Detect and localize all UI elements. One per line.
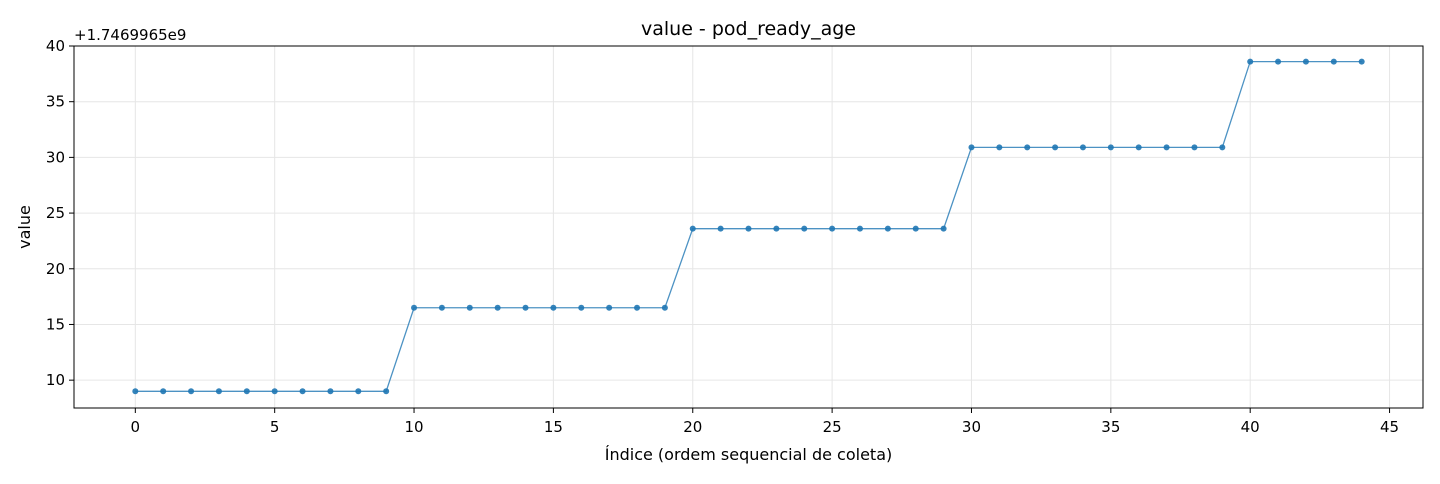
data-point [912,225,919,232]
data-point [550,304,557,311]
tick-layer: 0 5 10 15 20 25 30 35 40 45 10 15 20 25 30 35 40 [46,37,1399,436]
data-point [1275,58,1282,65]
x-tick-label: 25 [823,418,842,436]
y-tick-label: 40 [46,37,65,55]
y-tick-label: 25 [46,204,65,222]
chart-title: value - pod_ready_age [641,18,856,40]
data-point [160,388,167,395]
data-point [1135,144,1142,151]
x-tick-label: 35 [1101,418,1120,436]
plot-frame [73,45,1424,409]
data-point [1079,144,1086,151]
data-point [829,225,836,232]
x-tick-label: 45 [1380,418,1399,436]
data-point [661,304,668,311]
data-point [717,225,724,232]
data-point [1219,144,1226,151]
data-point [606,304,613,311]
y-tick-label: 10 [46,371,65,389]
data-point [327,388,334,395]
data-point [801,225,808,232]
data-point [438,304,445,311]
data-point [132,388,139,395]
x-axis-label: Índice (ordem sequencial de coleta) [605,445,893,464]
data-point [355,388,362,395]
data-point [773,225,780,232]
data-point [243,388,250,395]
data-point [299,388,306,395]
data-point [1330,58,1337,65]
data-point [1191,144,1198,151]
data-point [856,225,863,232]
data-layer [132,58,1365,395]
y-tick-label: 30 [46,148,65,166]
data-point [634,304,641,311]
data-point [1052,144,1059,151]
x-tick-label: 20 [683,418,702,436]
data-point [494,304,501,311]
data-point [940,225,947,232]
data-point [884,225,891,232]
x-tick-label: 30 [962,418,981,436]
x-tick-label: 15 [544,418,563,436]
data-point [188,388,195,395]
data-point [215,388,222,395]
data-point [1107,144,1114,151]
data-point [383,388,390,395]
data-point [1163,144,1170,151]
y-tick-label: 35 [46,93,65,111]
data-point [1247,58,1254,65]
y-offset-label: +1.7469965e9 [74,26,186,44]
data-point [271,388,278,395]
data-point [578,304,585,311]
data-point [1358,58,1365,65]
data-point [522,304,529,311]
data-point [1302,58,1309,65]
x-tick-label: 40 [1241,418,1260,436]
data-point [996,144,1003,151]
x-tick-label: 0 [131,418,141,436]
data-point [1024,144,1031,151]
x-tick-label: 5 [270,418,280,436]
y-tick-label: 20 [46,260,65,278]
data-point [745,225,752,232]
data-point [466,304,473,311]
data-point [968,144,975,151]
y-tick-label: 15 [46,315,65,333]
x-tick-label: 10 [404,418,423,436]
y-axis-label: value [15,205,34,249]
data-point [411,304,418,311]
data-point [689,225,696,232]
